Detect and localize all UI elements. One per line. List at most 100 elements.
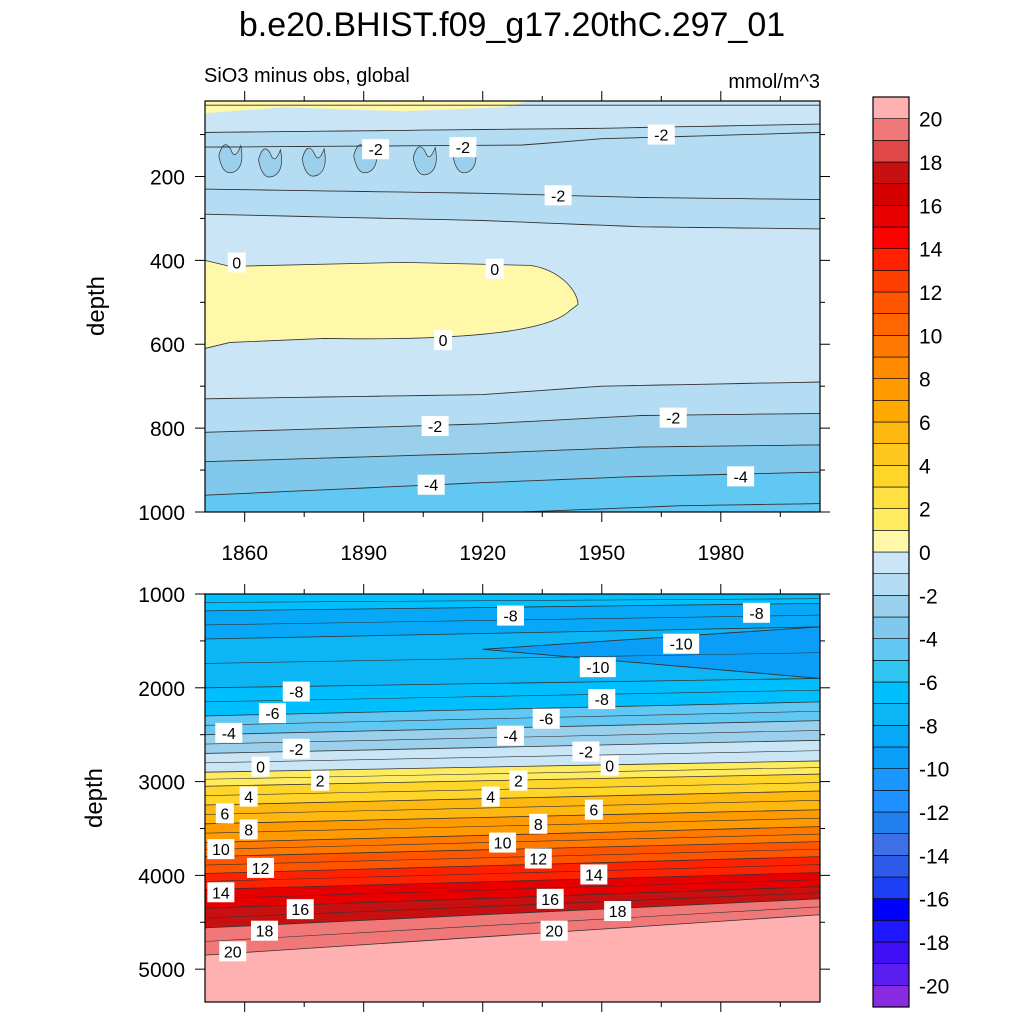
lower-contour-line xyxy=(204,701,821,717)
colorbar-segment xyxy=(872,270,910,293)
upper-contour-label: -2 xyxy=(368,142,382,159)
upper-contour-label-box xyxy=(659,407,687,428)
colorbar-segment xyxy=(872,226,910,249)
lower-contour-line xyxy=(204,914,821,956)
upper-band-lower-shallow xyxy=(205,189,820,229)
colorbar-tick-label: 12 xyxy=(919,282,942,305)
upper-xtick-label: 1980 xyxy=(697,542,744,565)
lower-contour-label: 0 xyxy=(256,760,265,777)
lower-contour-label: 14 xyxy=(585,867,603,884)
colorbar-segment xyxy=(872,291,910,314)
upper-ylabel: depth xyxy=(83,276,110,336)
lower-contour-label-box xyxy=(215,803,234,824)
lower-contour-line xyxy=(204,626,821,640)
upper-contour-line xyxy=(204,132,821,148)
upper-contour-line xyxy=(204,213,821,230)
lower-contour-label-box xyxy=(207,839,235,860)
colorbar-segment xyxy=(872,595,910,618)
upper-xtick-label: 1950 xyxy=(578,542,625,565)
lower-contour-label: 16 xyxy=(541,892,559,909)
colorbar-segment xyxy=(872,638,910,661)
lower-contour-label: -8 xyxy=(595,692,609,709)
lower-contour-line-minor xyxy=(204,906,821,942)
colorbar-tick-label: -10 xyxy=(919,759,949,782)
colorbar-segment xyxy=(872,768,910,791)
lower-contour-label: -2 xyxy=(579,745,593,762)
lower-contour-label-box xyxy=(540,920,568,941)
upper-cell xyxy=(258,148,282,178)
lower-contour-line xyxy=(204,872,821,890)
lower-band-fine xyxy=(205,879,820,909)
upper-contour-label-box xyxy=(434,330,453,351)
lower-contour-line-minor xyxy=(204,864,821,882)
colorbar-segment xyxy=(872,616,910,639)
colorbar-tick-label: -20 xyxy=(919,975,949,998)
colorbar-segment xyxy=(872,443,910,466)
colorbar-segment xyxy=(872,508,910,531)
colorbar-segment xyxy=(872,400,910,423)
lower-contour-label-box xyxy=(663,633,700,654)
upper-contour-line xyxy=(204,188,821,201)
lower-contour-label-box xyxy=(572,741,600,762)
colorbar-tick-label: -4 xyxy=(919,629,938,652)
lower-contour-line xyxy=(204,760,821,773)
upper-positive-sliver xyxy=(205,101,531,114)
lower-contour-label: 4 xyxy=(244,790,253,807)
colorbar-segment xyxy=(872,183,910,206)
upper-contour-line xyxy=(204,381,821,400)
lower-contour-label-box xyxy=(489,832,517,853)
colorbar-tick-label: 14 xyxy=(919,239,943,262)
colorbar-tick-label: -6 xyxy=(919,672,938,695)
colorbar-tick-label: 20 xyxy=(919,109,942,132)
lower-band-fine xyxy=(205,818,820,843)
lower-contour-label: -8 xyxy=(503,609,517,626)
colorbar-segment xyxy=(872,486,910,509)
lower-contour-label-box xyxy=(215,722,243,743)
upper-contour-label-box xyxy=(544,185,572,206)
chart-title: b.e20.BHIST.f09_g17.20thC.297_01 xyxy=(239,6,785,44)
lower-contour-label-box xyxy=(600,755,619,776)
colorbar-segment xyxy=(872,530,910,553)
lower-contour-label-box xyxy=(239,819,258,840)
colorbar-segment xyxy=(872,681,910,704)
lower-contour-label-box xyxy=(251,756,270,777)
upper-contour-label: -2 xyxy=(551,188,565,205)
lower-contour-label: -8 xyxy=(289,685,303,702)
lower-band xyxy=(205,740,820,773)
upper-contour-line xyxy=(204,444,821,463)
lower-contour-line-minor xyxy=(204,710,821,726)
colorbar-tick-label: 16 xyxy=(919,195,942,218)
lower-contour-label: 18 xyxy=(256,924,274,941)
lower-ylabel: depth xyxy=(81,768,108,828)
colorbar-segment xyxy=(872,465,910,488)
lower-contour-label-box xyxy=(536,888,564,909)
colorbar-segment xyxy=(872,421,910,444)
upper-frame xyxy=(204,100,821,513)
upper-contour-label-box xyxy=(485,258,504,279)
upper-contour-label-box xyxy=(727,466,755,487)
lower-contour-line xyxy=(204,898,821,929)
lower-band-fine xyxy=(205,849,820,874)
lower-contour-label: -8 xyxy=(749,606,763,623)
colorbar-tick-label: 2 xyxy=(919,499,931,522)
upper-contour-label: -2 xyxy=(428,419,442,436)
lower-contour-label: 6 xyxy=(589,803,598,820)
colorbar-tick-label: -16 xyxy=(919,889,949,912)
upper-contour-label-box xyxy=(421,416,449,437)
lower-contour-line-minor xyxy=(204,750,821,764)
colorbar-segment xyxy=(872,746,910,769)
upper-ytick-label: 1000 xyxy=(138,502,185,525)
lower-contour-label: 2 xyxy=(316,774,325,791)
lower-contour-label-box xyxy=(207,882,235,903)
lower-band xyxy=(205,594,820,611)
upper-contour-label-box xyxy=(362,139,390,160)
lower-contour-label: 10 xyxy=(494,836,512,853)
colorbar-segment xyxy=(872,313,910,336)
lower-contour-label: 2 xyxy=(514,774,523,791)
lower-contour-label: -2 xyxy=(289,742,303,759)
colorbar-segment xyxy=(872,573,910,596)
lower-contour-label: 0 xyxy=(605,759,614,776)
lower-contour-label: 20 xyxy=(224,944,242,961)
